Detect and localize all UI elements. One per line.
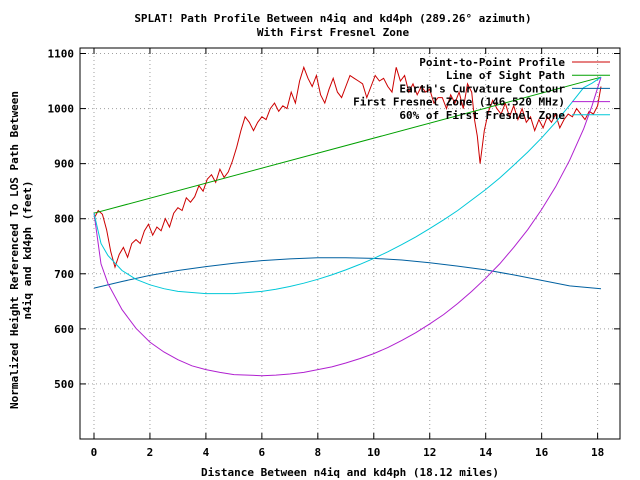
axis-ticks: 0 2 4 6 8 10 12 14 16 18 500 600 700 800 900 1000 1100: [48, 48, 620, 459]
x-tick-label: 0: [91, 446, 98, 459]
x-axis-label: Distance Between n4iq and kd4ph (18.12 m…: [201, 466, 499, 479]
x-tick-label: 18: [591, 446, 604, 459]
x-tick-label: 14: [479, 446, 493, 459]
y-tick-label: 900: [54, 158, 74, 171]
series-line-60-of-first-fresnel-zone: [93, 76, 602, 295]
series-line-line-of-sight-path: [93, 76, 602, 214]
y-tick-label: 1100: [48, 48, 75, 61]
x-tick-label: 4: [203, 446, 210, 459]
chart-title: SPLAT! Path Profile Between n4iq and kd4…: [134, 12, 531, 25]
y-axis-label-line1: Normalized Height Referenced To LOS Path…: [8, 91, 21, 409]
y-tick-label: 700: [54, 268, 74, 281]
legend-label: Point-to-Point Profile: [419, 56, 565, 69]
plot-frame: [79, 47, 621, 440]
x-tick-label: 2: [147, 446, 154, 459]
y-tick-label: 800: [54, 213, 74, 226]
y-axis-label-line2: n4iq and kd4ph (feet): [21, 180, 34, 319]
series-line-first-fresnel-zone-146-520-mhz: [93, 77, 602, 377]
legend-label: Line of Sight Path: [446, 69, 565, 82]
y-tick-label: 1000: [48, 103, 75, 116]
legend-label: 60% of First Fresnel Zone: [399, 109, 565, 122]
legend-label: First Fresnel Zone (146.520 MHz): [353, 96, 565, 109]
x-tick-label: 10: [367, 446, 380, 459]
x-tick-label: 12: [423, 446, 436, 459]
series-line-point-to-point-profile: [93, 65, 602, 269]
x-tick-label: 8: [315, 446, 322, 459]
series-lines: [93, 65, 602, 377]
y-tick-label: 600: [54, 323, 74, 336]
y-tick-label: 500: [54, 378, 74, 391]
x-tick-label: 16: [535, 446, 549, 459]
legend-label: Earth's Curvature Contour: [399, 82, 565, 95]
x-tick-label: 6: [259, 446, 266, 459]
chart-subtitle: With First Fresnel Zone: [257, 26, 410, 39]
series-line-earth-s-curvature-contour: [93, 257, 602, 290]
